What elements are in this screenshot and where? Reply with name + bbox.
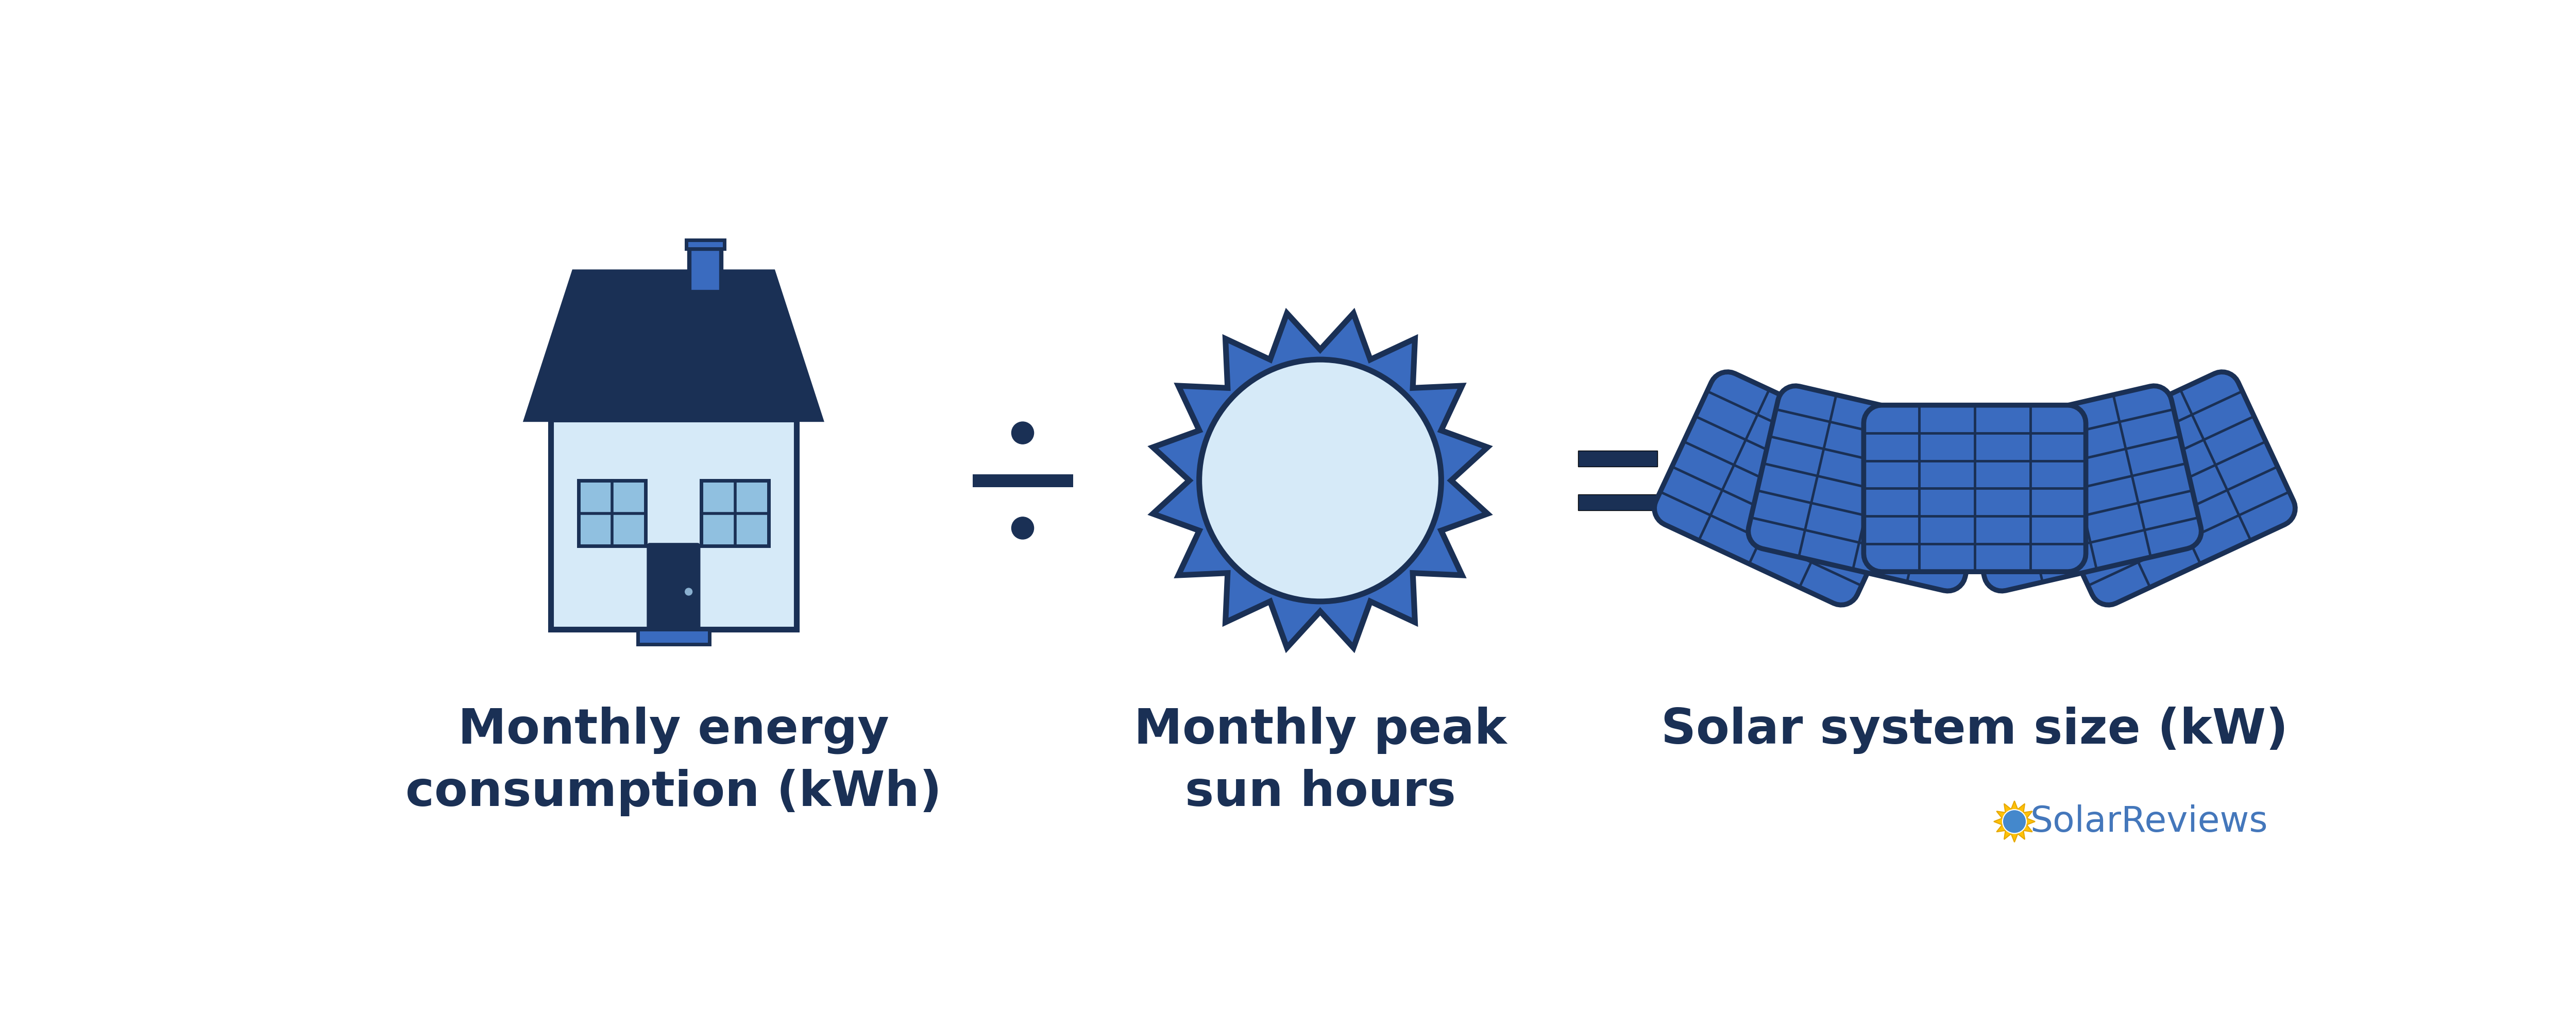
FancyBboxPatch shape (649, 544, 698, 630)
FancyBboxPatch shape (551, 419, 796, 629)
FancyBboxPatch shape (685, 240, 724, 248)
Polygon shape (526, 272, 819, 419)
Circle shape (685, 588, 693, 595)
Circle shape (1012, 517, 1033, 539)
Polygon shape (1955, 386, 2202, 591)
FancyBboxPatch shape (1579, 451, 1656, 467)
Polygon shape (2035, 372, 2295, 605)
Text: Monthly peak
sun hours: Monthly peak sun hours (1133, 707, 1507, 816)
Polygon shape (1862, 405, 2087, 572)
Polygon shape (1654, 372, 1914, 605)
FancyBboxPatch shape (1579, 494, 1656, 510)
Text: Monthly energy
consumption (kWh): Monthly energy consumption (kWh) (404, 707, 943, 817)
Text: Solar system size (kW): Solar system size (kW) (1662, 707, 2287, 754)
Circle shape (2002, 810, 2027, 833)
Polygon shape (1994, 801, 2035, 843)
FancyBboxPatch shape (580, 480, 647, 546)
Circle shape (1012, 422, 1033, 444)
Polygon shape (1154, 313, 1486, 648)
FancyBboxPatch shape (639, 629, 708, 645)
FancyBboxPatch shape (690, 248, 721, 293)
Circle shape (1200, 359, 1440, 602)
Polygon shape (1749, 386, 1994, 591)
Text: SolarReviews: SolarReviews (2030, 804, 2267, 838)
FancyBboxPatch shape (701, 480, 768, 546)
